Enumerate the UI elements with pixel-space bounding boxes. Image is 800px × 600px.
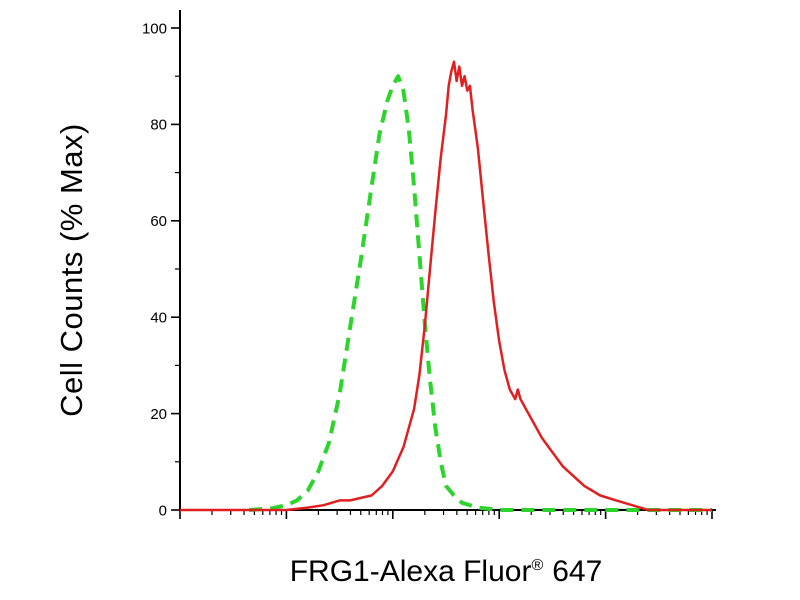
- series-frg1-red-solid: [180, 60, 712, 512]
- y-tick-label: 60: [150, 213, 167, 230]
- chart-canvas: 0 20 40 60 80 100: [142, 10, 716, 519]
- x-axis-label: FRG1-Alexa Fluor® 647: [180, 555, 712, 589]
- y-axis-label: Cell Counts (% Max): [54, 123, 90, 417]
- y-tick-label: 0: [159, 502, 167, 519]
- y-axis-label-text: Cell Counts (% Max): [54, 123, 89, 417]
- x-axis-label-main: FRG1-Alexa Fluor: [289, 555, 532, 588]
- y-tick-label: 20: [150, 406, 167, 423]
- y-tick-label: 80: [150, 117, 167, 134]
- x-axis-label-suffix: 647: [552, 555, 603, 588]
- series-control-green-dashed: [249, 74, 712, 512]
- y-tick-label: 100: [142, 20, 167, 37]
- y-tick-label: 40: [150, 309, 167, 326]
- registered-trademark-icon: ®: [531, 557, 544, 574]
